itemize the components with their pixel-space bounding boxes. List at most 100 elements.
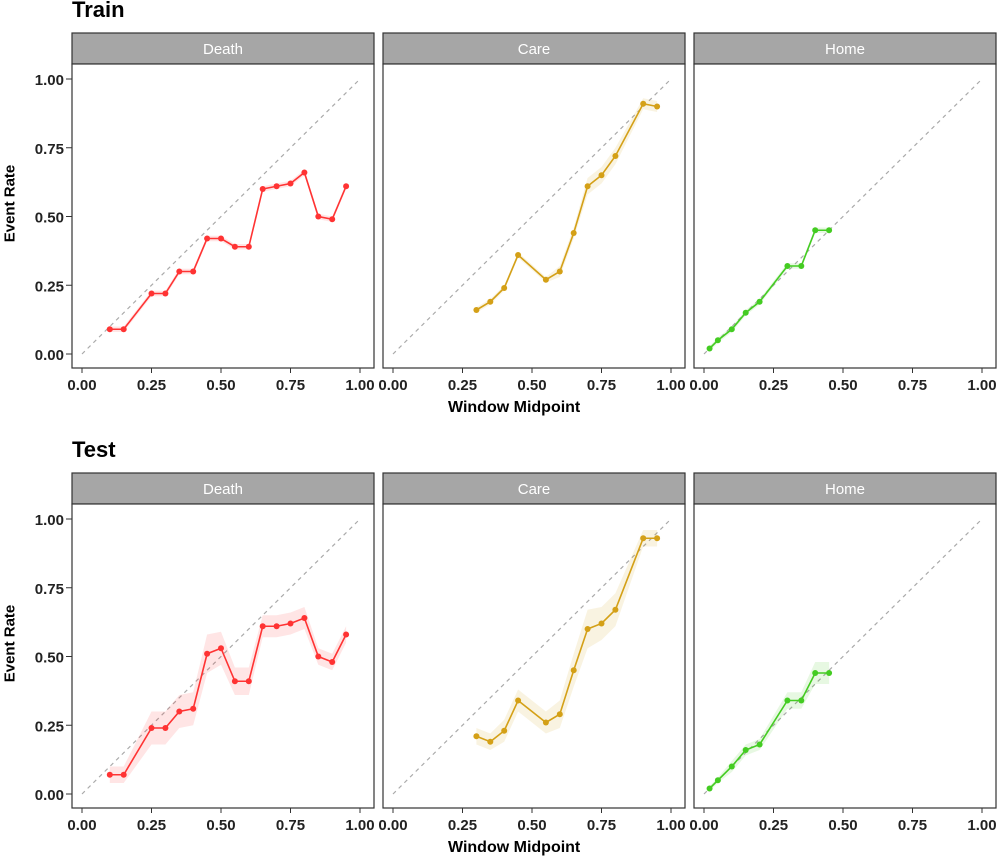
train-care-point	[515, 252, 522, 258]
train-care-x-tick-label: 1.00	[656, 377, 685, 394]
train-death-point	[329, 216, 336, 223]
train-death-x-tick-label: 0.75	[276, 377, 305, 394]
test-y-tick-label: 1.00	[35, 512, 64, 529]
test-death-x-tick-label: 0.75	[276, 817, 305, 834]
test-death-panel	[71, 503, 375, 809]
test-death-point	[287, 620, 294, 627]
test-death-point	[343, 631, 350, 638]
test-death-point	[231, 678, 238, 685]
train-care-point	[654, 103, 661, 110]
test-care-point	[542, 719, 549, 726]
train-care-x-tick-label: 0.25	[448, 377, 477, 394]
test-death-point	[315, 653, 322, 660]
test-care-point	[654, 535, 661, 542]
train-plot-panels: 0.00 0.25 0.50 0.75 1.00 Death 0.00 0.25 0.50 0.7…	[35, 32, 997, 394]
test-death-point	[218, 645, 224, 652]
train-home-point	[714, 337, 721, 344]
train-death-x-tick-label: 0.00	[67, 377, 96, 394]
test-care-point	[556, 711, 563, 718]
train-care-strip	[382, 32, 686, 65]
test-care-strip-label: Care	[518, 481, 551, 498]
train-death-strip-label: Death	[203, 41, 243, 58]
train-care-point	[487, 298, 494, 305]
test-home-point	[798, 697, 805, 704]
train-home-strip	[693, 32, 997, 65]
train-death-point	[259, 186, 266, 192]
train-x-axis-label: Window Midpoint	[448, 399, 581, 416]
test-y-tick-label: 0.50	[35, 650, 64, 667]
test-home-panel	[693, 503, 997, 809]
test-home-x-tick-label: 1.00	[967, 817, 996, 834]
test-death-point	[259, 623, 266, 630]
test-death-point	[120, 771, 127, 778]
test-death-point	[245, 678, 252, 685]
test-care-point	[584, 626, 591, 632]
train-home-x-tick-label: 0.25	[759, 377, 788, 394]
test-death-strip-label: Death	[203, 481, 243, 498]
train-y-tick-label: 0.00	[35, 347, 64, 364]
test-care-point	[515, 697, 522, 704]
train-y-tick-label: 0.50	[35, 210, 64, 227]
train-death-point	[190, 268, 197, 275]
test-home-point	[728, 763, 735, 770]
train-death-point	[301, 169, 308, 176]
train-death-point	[231, 243, 238, 250]
test-y-tick-label: 0.75	[35, 581, 64, 598]
test-home-strip	[693, 472, 997, 505]
test-care-strip	[382, 472, 686, 505]
train-home-point	[756, 298, 763, 305]
test-death-point	[329, 659, 336, 665]
test-home-strip-label: Home	[825, 481, 865, 498]
train-home-x-tick-label: 0.75	[898, 377, 927, 394]
train-care-strip-label: Care	[518, 41, 551, 58]
train-care-point	[542, 276, 549, 283]
test-x-axis-label: Window Midpoint	[448, 839, 581, 856]
test-home-point	[714, 777, 721, 784]
train-home-x-tick-label: 0.50	[828, 377, 857, 394]
train-death-x-tick-label: 0.25	[137, 377, 166, 394]
test-home-x-tick-label: 0.00	[689, 817, 718, 834]
test-home-point	[784, 697, 791, 704]
test-home-point	[706, 785, 713, 792]
test-care-reference-line	[392, 518, 672, 795]
train-home-strip-label: Home	[825, 41, 865, 58]
test-care-point	[473, 733, 480, 740]
train-title: Train	[72, 0, 125, 22]
test-y-tick-label: 0.00	[35, 787, 64, 804]
train-death-point	[287, 180, 294, 187]
test-death-point	[106, 771, 113, 778]
test-care-point	[640, 535, 647, 542]
test-death-x-tick-label: 0.25	[137, 817, 166, 834]
test-care-panel	[382, 503, 686, 809]
train-home-point	[812, 227, 819, 234]
test-care-x-tick-label: 0.25	[448, 817, 477, 834]
test-section: Test Event Rate Window Midpoint 0.00 0.25…	[0, 437, 1000, 859]
test-death-x-tick-label: 0.00	[67, 817, 96, 834]
test-care-point	[612, 606, 619, 613]
test-plot-panels: 0.00 0.25 0.50 0.75 1.00 Death 0.00 0.25 0.50 0.7…	[35, 472, 997, 834]
train-death-x-tick-label: 0.50	[206, 377, 235, 394]
test-death-point	[190, 705, 197, 712]
train-care-point	[473, 307, 480, 313]
train-care-point	[556, 268, 563, 275]
test-death-point	[273, 623, 280, 630]
test-death-x-tick-label: 0.50	[206, 817, 235, 834]
train-care-reference-line	[392, 78, 672, 355]
train-care-x-tick-label: 0.00	[378, 377, 407, 394]
train-section: Train Event Rate Window Midpoint 0.00 0.2…	[2, 0, 997, 416]
train-death-point	[245, 243, 252, 250]
train-care-x-tick-label: 0.75	[587, 377, 616, 394]
test-care-point	[570, 667, 577, 674]
train-care-panel	[382, 63, 686, 369]
test-y-tick-label: 0.25	[35, 718, 64, 735]
test-care-point	[598, 620, 605, 627]
train-home-panel	[693, 63, 997, 369]
train-death-point	[204, 235, 211, 242]
train-care-point	[598, 172, 605, 179]
test-care-x-tick-label: 0.00	[378, 817, 407, 834]
train-death-point	[162, 290, 169, 297]
test-death-x-tick-label: 1.00	[345, 817, 374, 834]
train-death-point	[343, 183, 350, 190]
test-death-point	[301, 615, 308, 621]
train-care-x-tick-label: 0.50	[517, 377, 546, 394]
